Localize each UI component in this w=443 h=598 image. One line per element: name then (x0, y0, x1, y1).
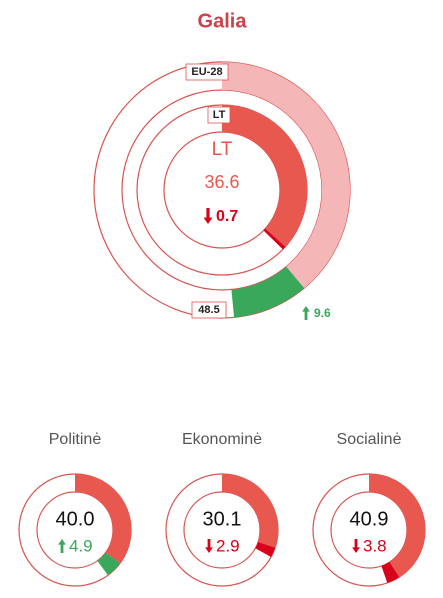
ring-label-box (207, 106, 231, 124)
increase-arc (231, 266, 305, 318)
donut-change: 2.9 (216, 536, 240, 555)
ring-value-label: 48.5 (198, 304, 219, 316)
donut-value: 40.0 (56, 508, 95, 530)
change-arrow (203, 208, 213, 224)
change-arrow (352, 539, 360, 553)
ring-label: EU-28 (191, 66, 222, 78)
value-arc (222, 105, 308, 247)
change-arrow (58, 539, 66, 553)
donut-change: 3.8 (363, 536, 387, 555)
ring-change-label: 9.6 (314, 306, 331, 320)
decrease-arc (263, 228, 286, 250)
ring-label-box (185, 63, 229, 81)
value-label-box (191, 301, 227, 319)
decrease-arc (255, 541, 276, 557)
center-name: LT (212, 139, 233, 160)
value-arc (75, 474, 132, 564)
donut-value: 40.9 (350, 508, 389, 530)
value-arc (222, 62, 350, 289)
ring-label: LT (213, 109, 226, 121)
donut-title: Politinė (49, 431, 102, 448)
donut-title: Socialinė (337, 431, 402, 448)
donut-change: 4.9 (69, 536, 93, 555)
decrease-arc (381, 561, 400, 583)
center-value: 36.6 (204, 172, 239, 192)
value-arc (222, 474, 279, 548)
center-change: 0.7 (216, 208, 238, 225)
increase-arc (97, 552, 121, 576)
donut-value: 30.1 (203, 508, 242, 530)
chart-title: Galia (198, 10, 248, 32)
donut-title: Ekonominė (182, 431, 262, 448)
change-arrow (205, 539, 213, 553)
value-arc (369, 474, 426, 578)
change-arrow (302, 306, 310, 320)
